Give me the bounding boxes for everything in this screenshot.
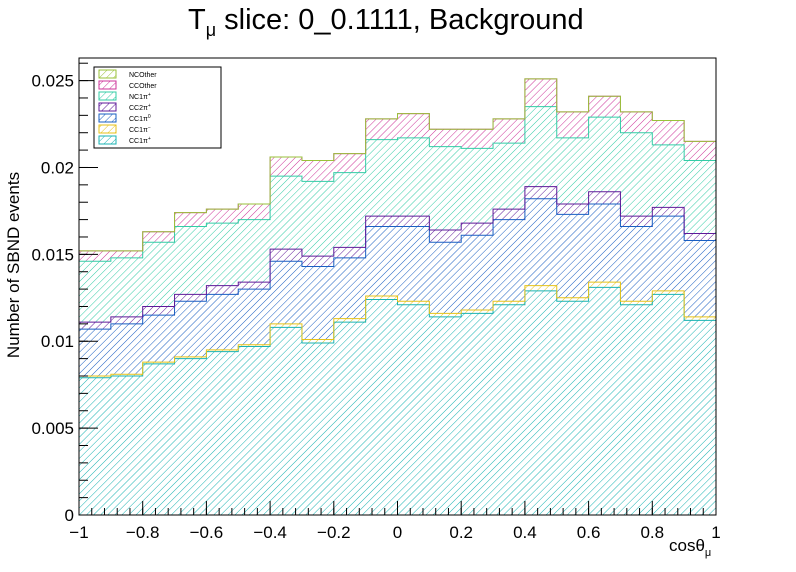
bar-cc1π-bin-4 bbox=[206, 351, 239, 515]
bar-cc1π-bin-11 bbox=[429, 316, 462, 515]
legend-label: CC1π0 bbox=[129, 114, 151, 123]
title-main: T bbox=[188, 4, 206, 36]
x-tick-label: −0.4 bbox=[253, 523, 287, 542]
legend-swatch-cc1π bbox=[98, 135, 117, 145]
x-axis: −1 −0.8 −0.6 −0.4 −0.2 0 0.2 0.4 0.6 0.8 1 bbox=[69, 501, 721, 542]
bar-cc1π-bin-19 bbox=[684, 320, 716, 515]
title-rest: slice: 0_0.1111, Background bbox=[216, 4, 584, 36]
y-tick-label: 0 bbox=[65, 506, 74, 525]
x-tick-label: 0.8 bbox=[640, 523, 664, 542]
bar-cc1π-bin-15 bbox=[556, 301, 589, 515]
x-tick-label: −0.6 bbox=[190, 523, 224, 542]
bar-cc1π-bin-12 bbox=[461, 313, 494, 515]
legend-label: NC1π+ bbox=[129, 92, 151, 101]
bar-cc1π-bin-10 bbox=[397, 304, 430, 515]
legend-label: CC1π+ bbox=[129, 136, 151, 145]
series-outline-cc2π-3 bbox=[78, 186, 717, 515]
x-tick-label: 0.6 bbox=[577, 523, 601, 542]
bar-cc1π-bin-7 bbox=[301, 342, 334, 515]
bar-cc1π-bin-9 bbox=[365, 299, 398, 515]
y-tick-label: 0.01 bbox=[41, 332, 74, 351]
bar-cc1π-bin-6 bbox=[270, 327, 302, 515]
chart-title: Tμ slice: 0_0.1111, Background bbox=[188, 4, 584, 40]
bar-cc1π-bin-16 bbox=[588, 287, 621, 515]
x-tick-label: 1 bbox=[711, 523, 720, 542]
y-tick-label: 0.005 bbox=[31, 419, 74, 438]
title-subscript: μ bbox=[206, 20, 216, 40]
legend-label: CC1π− bbox=[129, 125, 151, 134]
legend: NCOther CCOther NC1π+ CC2π+ CC1π0 CC1π− CC1π+ bbox=[93, 66, 222, 149]
bar-cc1π-bin-13 bbox=[493, 304, 525, 515]
y-axis: 0 0.005 0.01 0.015 0.02 0.025 bbox=[31, 62, 98, 525]
y-tick-label: 0.015 bbox=[31, 245, 74, 264]
series-outline-cc1π-1 bbox=[78, 281, 717, 515]
legend-swatch-cc1π bbox=[98, 124, 117, 134]
histogram-outlines bbox=[78, 78, 717, 515]
legend-swatch-cc1π bbox=[98, 113, 117, 123]
y-tick-label: 0.025 bbox=[31, 72, 74, 91]
bar-cc1π-bin-3 bbox=[174, 358, 207, 515]
legend-label: CC2π+ bbox=[129, 103, 151, 112]
x-tick-label: 0 bbox=[393, 523, 402, 542]
bar-cc1π-bin-17 bbox=[620, 304, 653, 515]
x-axis-title-main: cosθ bbox=[669, 536, 705, 555]
bar-cc1π-bin-14 bbox=[524, 290, 557, 515]
x-tick-label: −0.2 bbox=[317, 523, 351, 542]
bar-cc1π-bin-1 bbox=[110, 375, 143, 515]
bar-cc1π-bin-8 bbox=[333, 322, 366, 515]
bar-cc1π-bin-5 bbox=[238, 346, 271, 515]
bar-cc1π-bin-2 bbox=[142, 363, 175, 515]
x-axis-title-subscript: μ bbox=[705, 547, 711, 559]
legend-swatch-nc1π bbox=[98, 91, 117, 101]
x-tick-label: 0.2 bbox=[449, 523, 473, 542]
histogram-bars bbox=[79, 78, 716, 516]
legend-swatch-ncother bbox=[98, 69, 117, 79]
bar-cc1π-bin-18 bbox=[652, 294, 685, 515]
y-tick-label: 0.02 bbox=[41, 158, 74, 177]
y-axis-title: Number of SBND events bbox=[4, 172, 23, 358]
legend-label: NCOther bbox=[129, 72, 157, 79]
legend-swatch-ccother bbox=[98, 80, 117, 90]
x-tick-label: −1 bbox=[69, 523, 88, 542]
legend-label: CCOther bbox=[129, 83, 157, 90]
x-tick-label: −0.8 bbox=[126, 523, 160, 542]
x-axis-title: cosθμ bbox=[669, 536, 711, 559]
legend-swatch-cc2π bbox=[98, 102, 117, 112]
x-tick-label: 0.4 bbox=[513, 523, 537, 542]
bar-cc1π-bin-0 bbox=[79, 377, 111, 515]
series-outline-ncother bbox=[78, 78, 717, 515]
